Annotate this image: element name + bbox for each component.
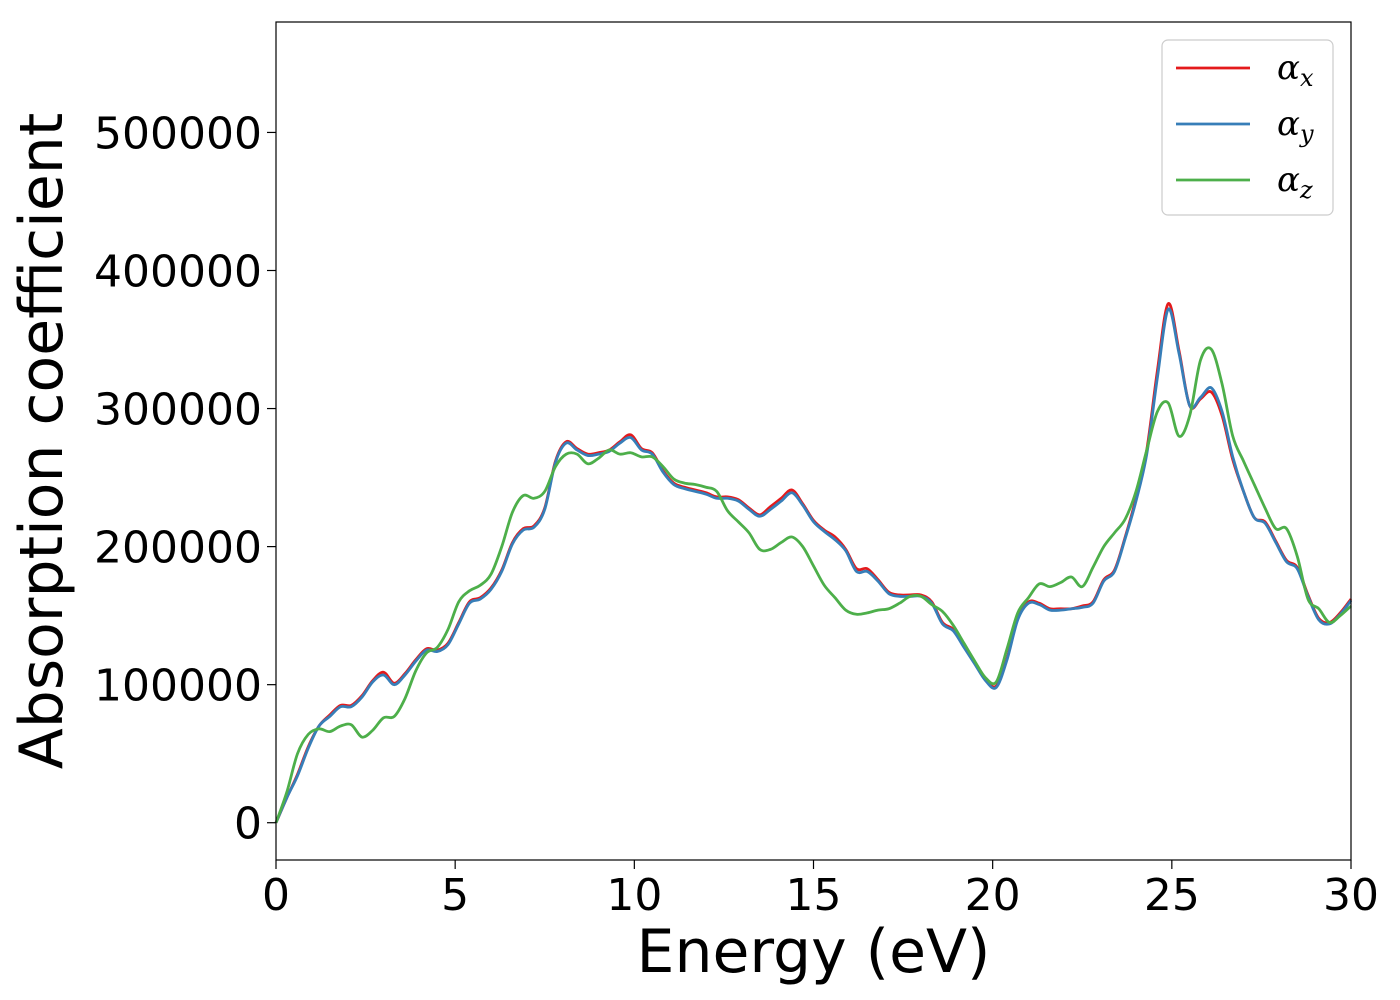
plot-lines (274, 302, 1353, 824)
x-tick-label: 25 (1144, 870, 1200, 921)
y-tick-label: 0 (234, 799, 262, 850)
y-axis-label: Absorption coefficient (7, 113, 77, 770)
legend-label-y: αy (1277, 104, 1314, 148)
x-tick-label: 10 (606, 870, 662, 921)
y-tick-label: 400000 (94, 247, 262, 298)
legend: αx αy αz (1161, 39, 1334, 216)
x-tick-label: 0 (262, 870, 290, 921)
x-tick-label: 20 (965, 870, 1021, 921)
y-tick-label: 100000 (94, 661, 262, 712)
legend-label-x: αx (1277, 48, 1314, 92)
x-tick-label: 5 (441, 870, 469, 921)
y-tick-label: 200000 (94, 523, 262, 574)
x-axis: 0 5 10 15 20 25 30 (262, 860, 1379, 921)
y-tick-label: 300000 (94, 385, 262, 436)
y-tick-label: 500000 (94, 108, 262, 159)
x-tick-label: 15 (786, 870, 842, 921)
x-tick-label: 30 (1323, 870, 1379, 921)
y-axis: 0 100000 200000 300000 400000 500000 (94, 108, 276, 850)
series-line-y (274, 307, 1353, 824)
legend-box (1161, 39, 1334, 216)
legend-label-z: αz (1277, 160, 1313, 204)
series-line-z (274, 346, 1352, 824)
x-axis-label: Energy (eV) (637, 917, 991, 987)
